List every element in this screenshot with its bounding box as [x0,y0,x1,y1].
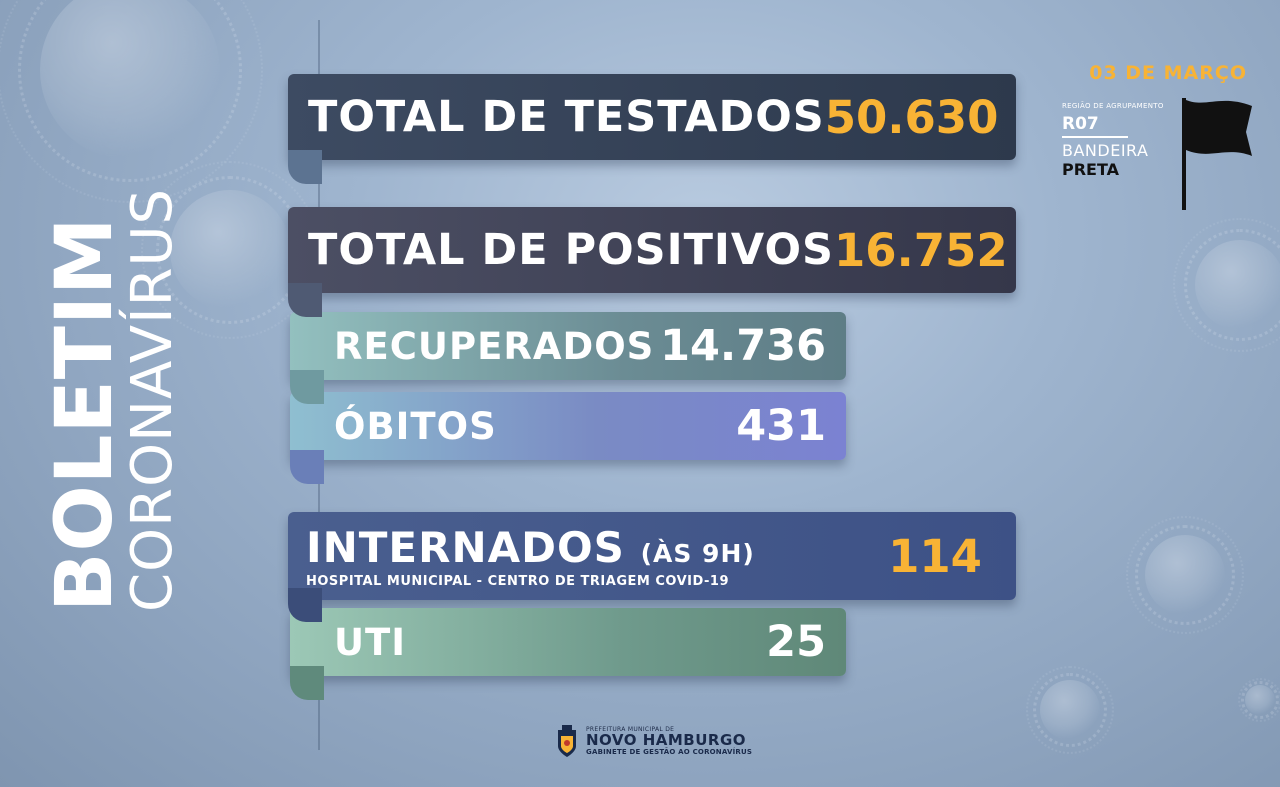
virus-decoration [1125,515,1245,635]
stat-deaths-bar: ÓBITOS 431 [290,392,846,460]
stat-hospitalized-subtitle: HOSPITAL MUNICIPAL - CENTRO DE TRIAGEM C… [306,574,730,589]
bulletin-title-bold: BOLETIM [40,216,130,612]
stat-recovered-label: RECUPERADOS [334,324,655,368]
virus-decoration [1237,677,1280,723]
region-code: R07 [1062,114,1128,138]
footer-city-name: NOVO HAMBURGO [586,731,747,749]
stat-hospitalized-text: INTERNADOS (ÀS 9H) HOSPITAL MUNICIPAL - … [306,523,755,589]
ribbon-fold [290,370,324,404]
stat-recovered-value: 14.736 [660,321,826,371]
stat-deaths-value: 431 [736,401,826,451]
ribbon-fold [288,150,322,184]
region-flag-value: PRETA [1062,160,1120,179]
stat-positive-label: TOTAL DE POSITIVOS [308,225,834,275]
virus-decoration [1025,665,1115,755]
footer-logo: PREFEITURA MUNICIPAL DE NOVO HAMBURGO GA… [556,724,752,758]
stat-hospitalized-time: (ÀS 9H) [640,539,755,568]
footer-small-text: PREFEITURA MUNICIPAL DE [586,726,675,733]
bulletin-title-light: CORONAVÍRUS [120,187,185,612]
stat-positive-bar: TOTAL DE POSITIVOS 16.752 [288,207,1016,293]
ribbon-fold [290,450,324,484]
virus-decoration [141,161,319,339]
stat-positive-value: 16.752 [833,223,1008,277]
city-crest-icon [558,725,576,757]
stat-icu-bar: UTI 25 [290,608,846,676]
ribbon-fold [288,588,322,622]
bulletin-title: BOLETIM CORONAVÍRUS [40,188,185,612]
stat-deaths-label: ÓBITOS [334,404,497,448]
stat-hospitalized-value: 114 [888,529,982,583]
stat-hospitalized-bar: INTERNADOS (ÀS 9H) HOSPITAL MUNICIPAL - … [288,512,1016,600]
black-flag-icon [1182,98,1252,210]
stat-hospitalized-label: INTERNADOS [306,523,625,572]
virus-decoration [1173,218,1280,352]
footer-subtitle: GABINETE DE GESTÃO AO CORONAVÍRUS [586,748,753,756]
stat-tested-value: 50.630 [824,90,999,144]
bulletin-date: 03 DE MARÇO [1089,62,1247,84]
ribbon-fold [288,283,322,317]
region-info: REGIÃO DE AGRUPAMENTO R07 BANDEIRA PRETA [1062,102,1164,179]
stat-icu-label: UTI [334,620,407,664]
region-caption: REGIÃO DE AGRUPAMENTO [1062,102,1164,110]
stat-recovered-bar: RECUPERADOS 14.736 [290,312,846,380]
stat-tested-bar: TOTAL DE TESTADOS 50.630 [288,74,1016,160]
virus-decoration [0,0,264,204]
stat-icu-value: 25 [766,617,826,667]
stat-tested-label: TOTAL DE TESTADOS [308,92,825,142]
region-flag-label: BANDEIRA [1062,141,1149,160]
ribbon-fold [290,666,324,700]
